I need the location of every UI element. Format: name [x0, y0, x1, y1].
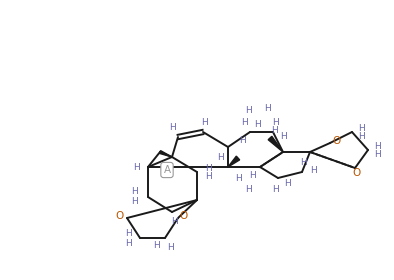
Text: O: O	[353, 168, 361, 178]
Polygon shape	[160, 151, 172, 157]
Text: H: H	[245, 186, 251, 195]
Text: H: H	[206, 171, 212, 181]
Text: H: H	[131, 197, 138, 207]
Text: H: H	[359, 123, 365, 132]
Text: H: H	[359, 132, 365, 141]
Text: H: H	[206, 164, 212, 172]
Text: H: H	[245, 106, 251, 115]
Text: H: H	[273, 186, 279, 195]
Text: H: H	[167, 244, 173, 253]
Text: H: H	[249, 171, 255, 179]
Text: H: H	[265, 104, 271, 113]
Text: H: H	[133, 162, 139, 171]
Text: A: A	[164, 165, 171, 175]
Text: H: H	[131, 188, 138, 197]
Text: O: O	[115, 211, 123, 221]
Text: H: H	[281, 132, 287, 141]
Text: H: H	[234, 174, 242, 183]
Text: H: H	[375, 150, 381, 158]
Text: H: H	[217, 153, 223, 162]
Text: H: H	[301, 158, 307, 167]
Text: H: H	[242, 118, 248, 127]
Text: H: H	[255, 120, 261, 129]
Text: H: H	[271, 125, 279, 134]
Polygon shape	[228, 156, 240, 167]
Text: H: H	[125, 239, 131, 248]
Text: H: H	[273, 118, 279, 127]
Text: H: H	[239, 136, 245, 144]
Text: O: O	[179, 211, 187, 221]
Text: H: H	[154, 241, 160, 251]
Polygon shape	[268, 136, 283, 152]
Text: H: H	[170, 123, 177, 132]
Text: H: H	[125, 230, 131, 239]
Text: H: H	[171, 218, 177, 227]
Text: H: H	[310, 165, 318, 174]
Text: H: H	[284, 179, 292, 188]
Text: O: O	[333, 136, 341, 146]
Text: H: H	[375, 141, 381, 151]
Text: H: H	[202, 118, 208, 127]
